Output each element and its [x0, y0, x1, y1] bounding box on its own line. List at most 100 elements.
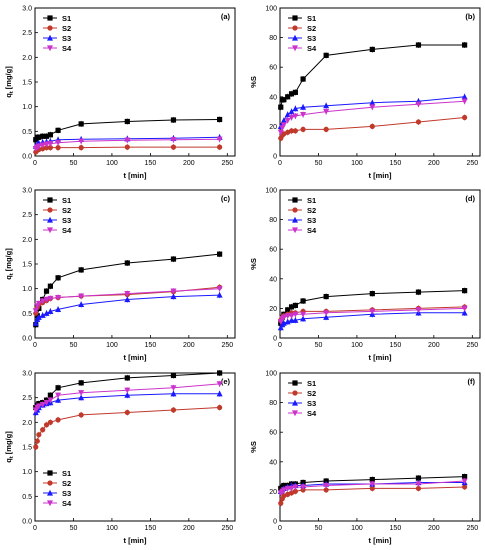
legend-marker	[47, 216, 53, 223]
x-tick-label: 0	[33, 525, 37, 532]
series-S1	[278, 42, 468, 111]
data-point	[323, 310, 330, 317]
data-point	[55, 417, 61, 423]
data-point	[78, 380, 84, 386]
data-point	[32, 308, 39, 315]
x-axis-title: t [min]	[124, 171, 147, 180]
data-point	[415, 289, 422, 295]
panel-1: 0 50 100 150 200 250 0 20 40 60 80 100 t [min] %S (b) S…	[249, 6, 481, 180]
x-axis-title: t [min]	[124, 536, 147, 545]
data-point	[216, 291, 223, 298]
data-point	[55, 140, 62, 146]
legend-label: S1	[62, 14, 71, 23]
data-point	[170, 288, 177, 295]
legend-marker	[292, 45, 298, 52]
y-tick-label: 20	[269, 306, 277, 313]
data-point	[124, 296, 131, 303]
x-tick-label: 0	[278, 160, 282, 167]
x-tick-label: 250	[221, 525, 233, 532]
data-point	[292, 128, 298, 134]
y-tick-label: 1.5	[22, 445, 32, 452]
data-point	[415, 119, 422, 125]
data-point	[462, 484, 468, 490]
data-point	[323, 487, 329, 493]
data-point	[462, 474, 468, 480]
panel-label: (b)	[465, 12, 475, 21]
legend-label: S4	[62, 499, 72, 508]
data-point	[78, 390, 85, 396]
data-point	[55, 306, 62, 312]
data-point	[461, 478, 468, 485]
data-point	[278, 104, 284, 110]
data-point	[288, 485, 295, 492]
data-point	[369, 485, 375, 492]
panel-4: 0 50 100 150 200 250 0.0 0.5 1.0 1.5 2.0 2.5 3.0 t [m…	[4, 370, 236, 545]
data-point	[35, 314, 42, 320]
data-point	[288, 114, 295, 121]
data-point	[55, 275, 61, 281]
data-point	[284, 117, 291, 124]
data-point	[170, 390, 177, 397]
data-point	[300, 311, 307, 318]
data-point	[369, 46, 375, 53]
data-point	[369, 104, 376, 111]
legend-marker	[292, 34, 298, 41]
plot-frame	[279, 372, 481, 522]
data-point	[170, 117, 177, 123]
y-tick-label: 3.0	[22, 371, 32, 378]
legend-label: S3	[307, 216, 316, 225]
data-point	[461, 305, 468, 312]
y-tick-label: 60	[269, 247, 277, 254]
y-tick-label: 100	[265, 371, 277, 378]
legend-label: S3	[62, 216, 71, 225]
data-point	[124, 118, 130, 125]
data-point	[369, 123, 375, 129]
data-point	[369, 291, 375, 297]
data-point	[43, 422, 50, 428]
legend-label: S3	[62, 489, 71, 498]
y-axis-title: %S	[249, 441, 258, 453]
legend-marker	[47, 45, 53, 52]
x-tick-label: 0	[33, 160, 37, 167]
data-point	[415, 42, 422, 48]
data-point	[43, 133, 50, 139]
data-point	[415, 101, 422, 108]
data-point	[216, 286, 223, 292]
y-tick-label: 40	[269, 94, 277, 101]
data-point	[462, 114, 468, 121]
data-point	[43, 288, 50, 294]
series-S4	[32, 136, 223, 152]
y-tick-label: 100	[265, 188, 277, 195]
series-S2	[33, 144, 223, 156]
series-S4	[277, 478, 468, 497]
legend-marker	[47, 480, 53, 486]
data-point	[216, 390, 223, 397]
y-tick-label: 0.5	[22, 311, 32, 318]
y-tick-label: 40	[269, 459, 277, 466]
data-point	[292, 302, 298, 309]
data-point	[47, 141, 54, 147]
legend-label: S1	[307, 379, 316, 388]
x-tick-label: 250	[221, 160, 233, 167]
series-S4	[32, 285, 223, 315]
data-point	[32, 320, 39, 326]
data-point	[35, 403, 42, 410]
legend-label: S4	[307, 44, 317, 53]
legend-marker	[292, 15, 298, 21]
x-tick-label: 200	[183, 160, 195, 167]
data-point	[78, 267, 84, 273]
x-tick-label: 50	[315, 342, 323, 349]
data-point	[280, 117, 287, 124]
data-point	[55, 396, 62, 403]
data-point	[288, 313, 295, 319]
legend-label: S4	[62, 44, 72, 53]
panel-label: (d)	[465, 194, 475, 203]
x-axis-title: t [min]	[124, 353, 147, 362]
data-point	[292, 488, 298, 494]
data-point	[415, 307, 422, 314]
data-point	[280, 487, 287, 494]
data-point	[292, 311, 299, 318]
